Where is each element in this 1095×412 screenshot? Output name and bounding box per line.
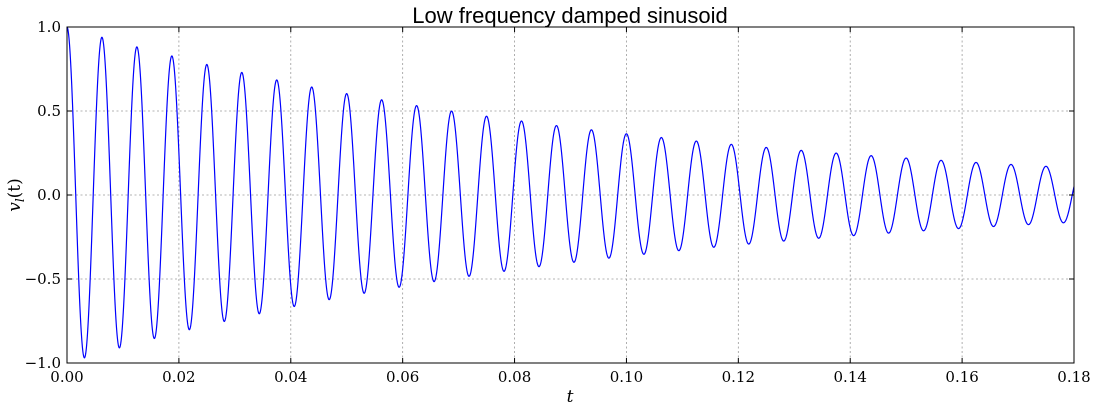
grid: [67, 27, 1074, 363]
x-tick-label: 0.02: [162, 368, 195, 386]
y-tick-label: −0.5: [25, 270, 61, 288]
axis-ticks: [66, 26, 1075, 364]
plot-area: [66, 26, 1075, 359]
y-tick-labels: −1.0 −0.5 0.0 0.5 1.0: [25, 18, 61, 372]
x-tick-label: 0.04: [274, 368, 307, 386]
y-axis-label: vl(t): [5, 178, 27, 212]
x-tick-label: 0.10: [610, 368, 643, 386]
y-tick-label: 0.0: [37, 186, 61, 204]
x-tick-label: 0.14: [834, 368, 867, 386]
chart-title: Low frequency damped sinusoid: [412, 3, 728, 28]
x-tick-label: 0.16: [945, 368, 978, 386]
x-tick-label: 0.18: [1057, 368, 1090, 386]
x-tick-label: 0.00: [50, 368, 83, 386]
y-tick-label: 0.5: [37, 102, 61, 120]
x-tick-labels: 0.00 0.02 0.04 0.06 0.08 0.10 0.12 0.14 0.16 0.18: [50, 368, 1090, 386]
x-tick-label: 0.12: [722, 368, 755, 386]
y-tick-label: 1.0: [37, 18, 61, 36]
x-tick-label: 0.08: [498, 368, 531, 386]
y-tick-label: −1.0: [25, 354, 61, 372]
x-axis-label: t: [567, 387, 574, 407]
x-tick-label: 0.06: [386, 368, 419, 386]
series-line: [66, 26, 1075, 359]
